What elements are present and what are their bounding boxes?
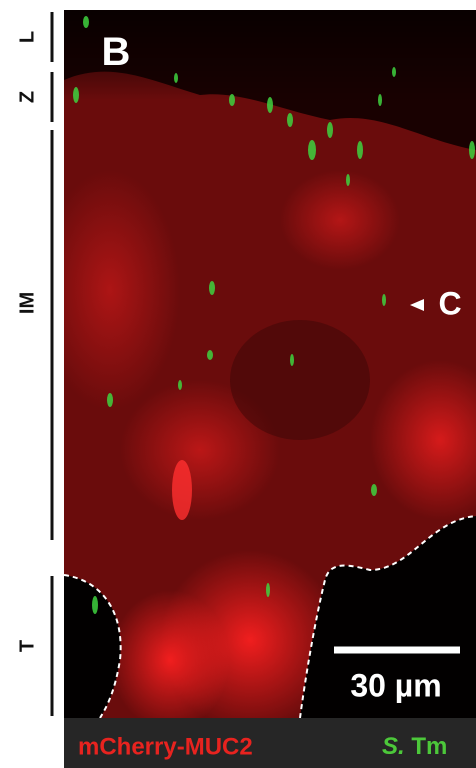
scale-bar-label: 30 µm bbox=[350, 667, 441, 703]
legend-green-species: Tm bbox=[411, 733, 447, 760]
layer-label: T bbox=[16, 640, 38, 652]
layer-label: L bbox=[16, 31, 38, 43]
micrograph bbox=[64, 10, 476, 718]
annotation: C bbox=[438, 285, 461, 321]
arrowhead bbox=[410, 299, 424, 311]
layer-label: IM bbox=[16, 292, 38, 314]
legend-strip bbox=[64, 718, 476, 768]
panel-label: B bbox=[102, 30, 131, 74]
legend-green: S. Tm bbox=[382, 733, 447, 760]
layer-label: Z bbox=[16, 91, 38, 103]
legend-green-genus: S. bbox=[382, 733, 405, 760]
legend-red: mCherry-MUC2 bbox=[78, 733, 253, 760]
